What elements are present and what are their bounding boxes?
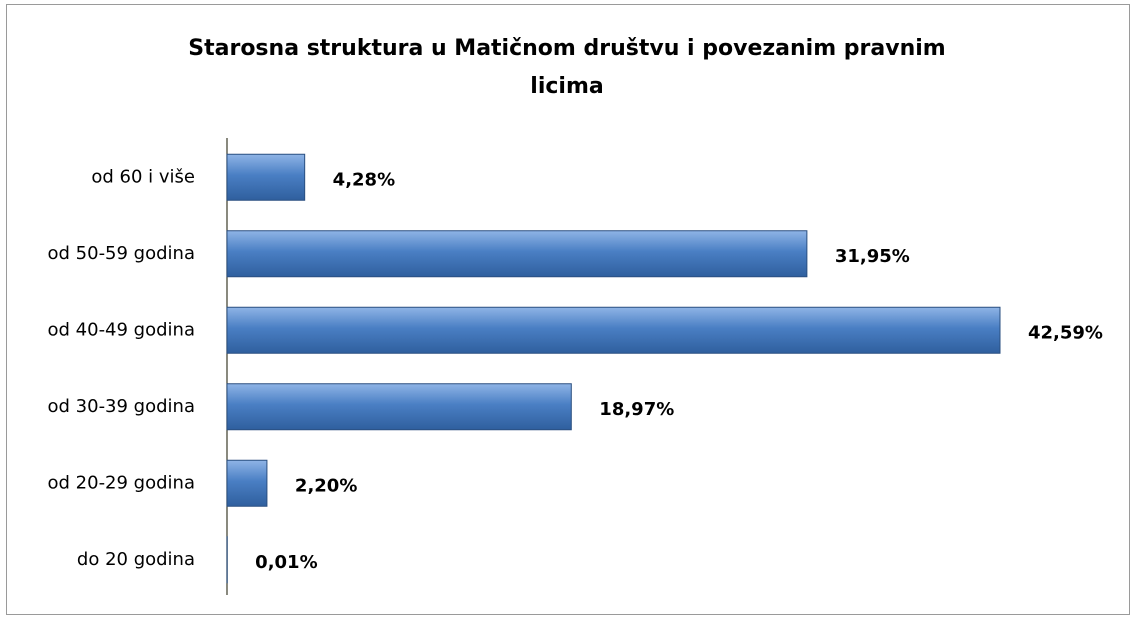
chart-title: Starosna struktura u Matičnom društvu i … <box>188 36 946 99</box>
category-label: od 40-49 godina <box>48 319 196 340</box>
category-label: do 20 godina <box>77 549 195 570</box>
bar <box>226 153 306 201</box>
bar <box>226 230 808 278</box>
value-label: 0,01% <box>255 552 317 573</box>
bar <box>226 383 572 431</box>
value-label: 18,97% <box>599 399 674 420</box>
value-label: 31,95% <box>835 246 910 267</box>
value-label: 2,20% <box>295 475 357 496</box>
value-label: 4,28% <box>333 169 395 190</box>
category-label: od 20-29 godina <box>48 472 196 493</box>
category-label: od 60 i više <box>91 166 195 187</box>
category-label: od 30-39 godina <box>48 396 196 417</box>
chart-frame <box>6 4 1130 615</box>
value-label: 42,59% <box>1028 322 1103 343</box>
category-label: od 50-59 godina <box>48 243 196 264</box>
bar <box>226 306 1001 354</box>
bar <box>226 459 268 507</box>
